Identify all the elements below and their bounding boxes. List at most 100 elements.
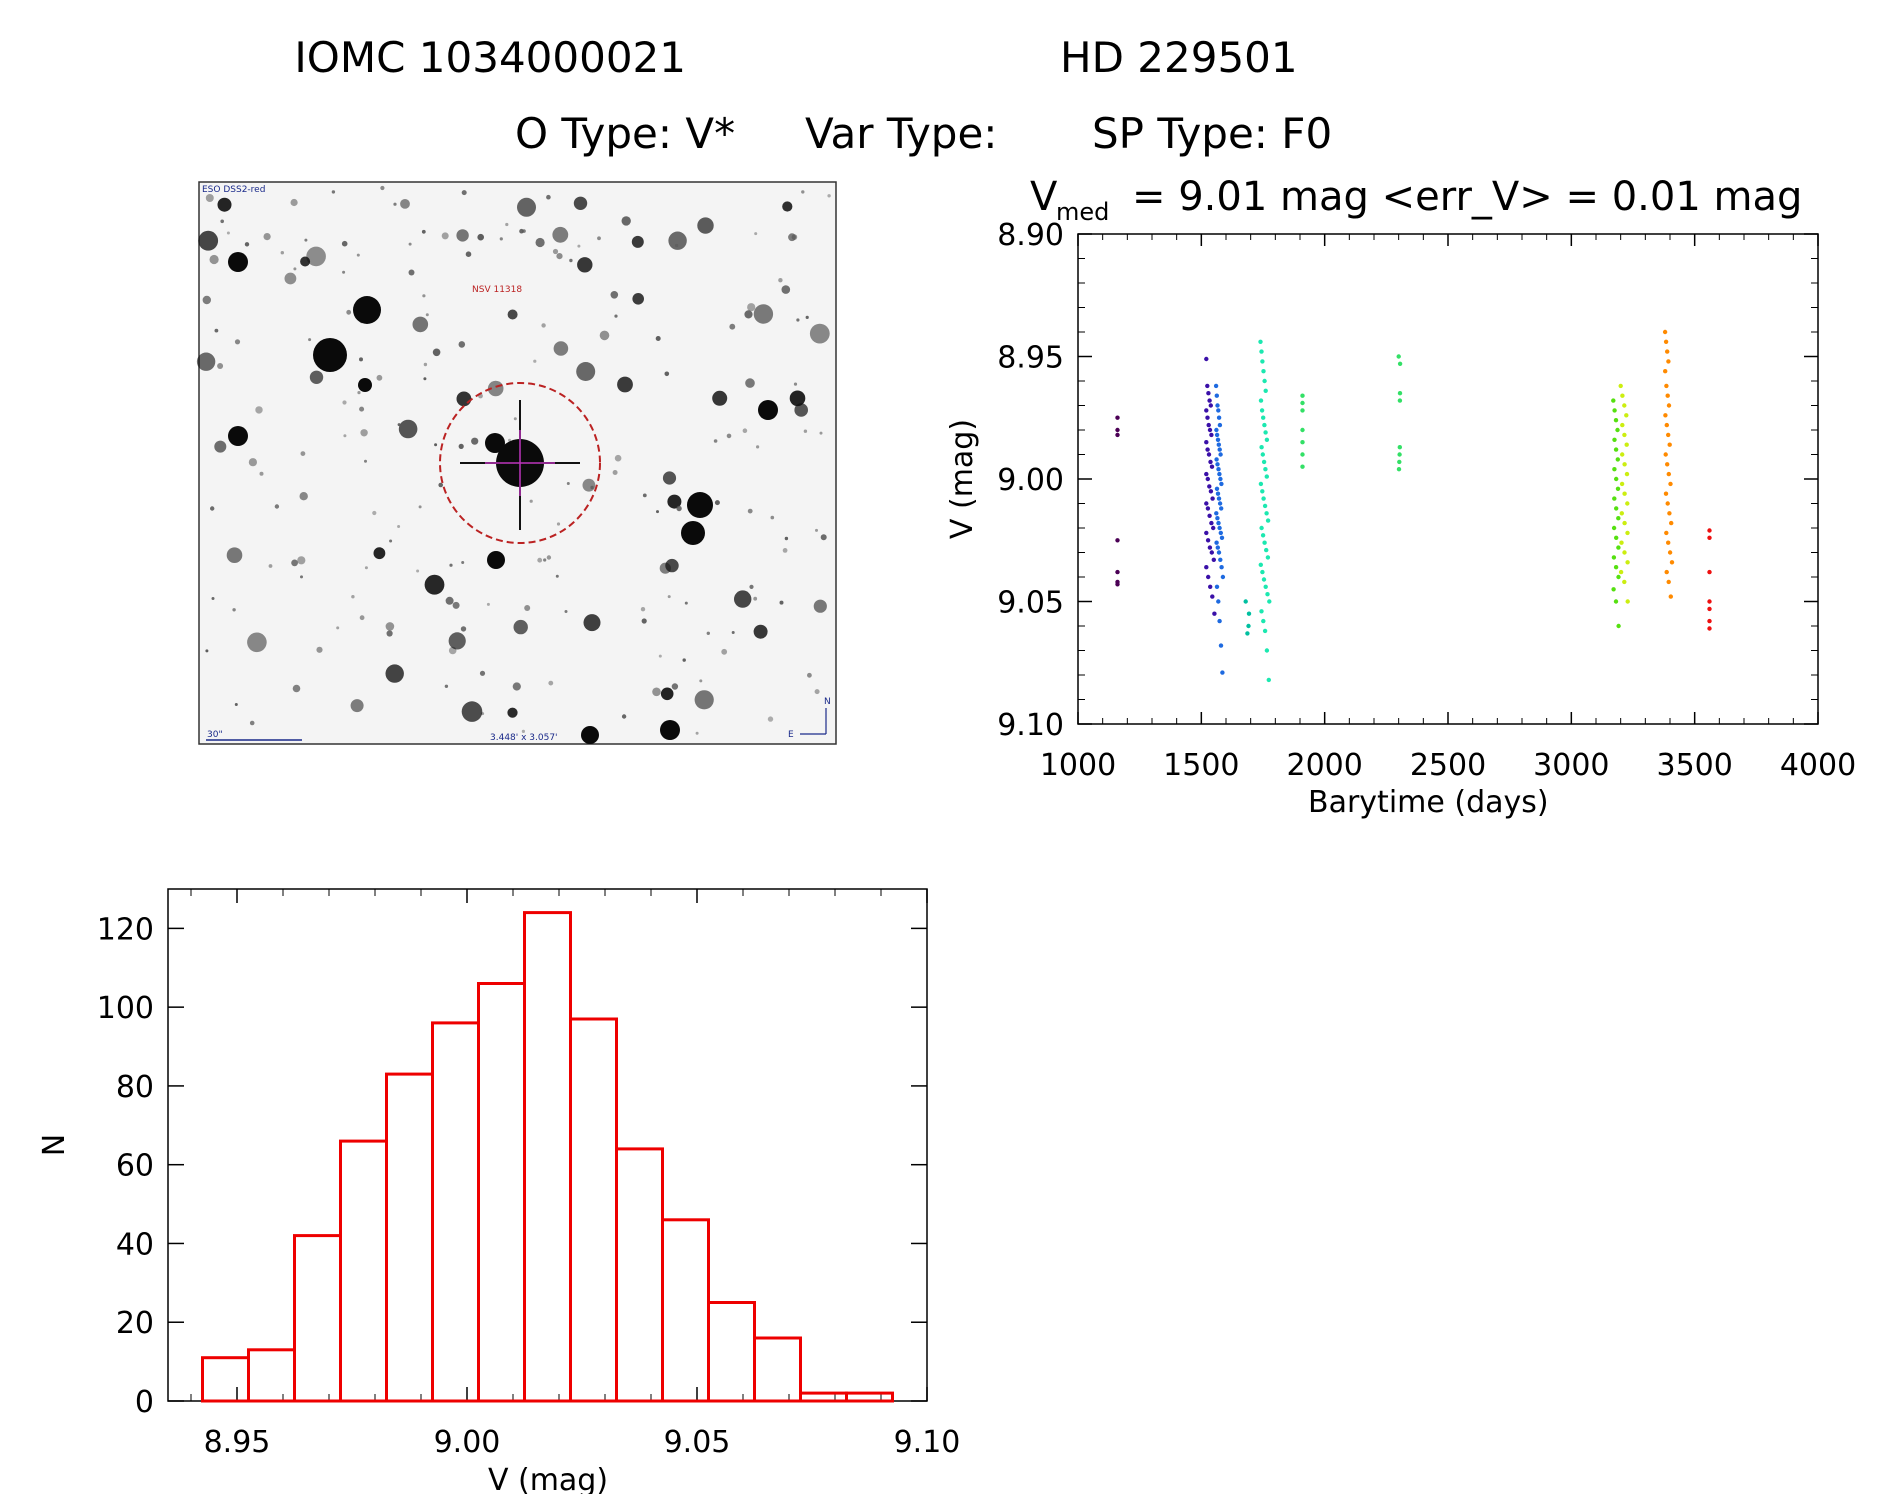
lc-point (1614, 506, 1619, 511)
finder-star (781, 285, 791, 294)
hist-bar (339, 1139, 388, 1403)
finder-star (268, 564, 273, 568)
finder-star (341, 240, 348, 247)
lc-point (1622, 432, 1627, 438)
lc-point (1622, 579, 1627, 585)
finder-star (423, 362, 428, 367)
lc-point (1300, 400, 1305, 406)
finder-star (214, 440, 227, 453)
finder-star (753, 624, 768, 639)
finder-star (742, 428, 748, 434)
finder-star (226, 547, 243, 563)
lc-point (1396, 354, 1401, 359)
lc-point (1707, 528, 1712, 533)
finder-star (342, 400, 347, 405)
finder-star (662, 471, 677, 485)
finder-star (541, 323, 546, 328)
lc-point (1263, 430, 1268, 435)
lc-point (1264, 474, 1270, 479)
finder-star (263, 233, 271, 241)
lc-xtick-label: 3000 (1533, 748, 1609, 783)
finder-star (220, 219, 224, 224)
finder-star (684, 601, 688, 605)
finder-star (416, 569, 420, 573)
finder-star (671, 683, 679, 690)
lc-point (1206, 391, 1211, 396)
lc-point (1209, 520, 1214, 526)
lc-point (1261, 577, 1267, 582)
finder-bright-star (581, 726, 599, 744)
lc-point (1219, 506, 1224, 511)
finder-star (543, 558, 547, 562)
finder-star (641, 618, 647, 624)
finder-star (217, 197, 232, 212)
lc-point (1245, 631, 1250, 636)
lc-point (1261, 618, 1266, 624)
light-curve-chart: V med = 9.01 mag <err_V> = 0.01 mag 1000… (945, 174, 1856, 820)
finder-star (336, 626, 340, 630)
finder-star (819, 431, 823, 435)
finder-star (573, 196, 588, 210)
finder-star (438, 482, 444, 488)
lc-point (1209, 432, 1214, 438)
lc-point (1211, 525, 1216, 531)
finder-star (614, 314, 618, 318)
lc-point (1205, 538, 1211, 543)
lc-point (1664, 383, 1669, 389)
finder-star (749, 584, 754, 590)
lc-point (1300, 452, 1305, 457)
hist-bar (431, 1021, 480, 1403)
finder-bright-star (681, 521, 705, 545)
lc-ytick-label: 9.05 (997, 586, 1064, 621)
hist-bars (201, 911, 894, 1403)
finder-star (444, 684, 449, 688)
lc-point (1300, 393, 1305, 398)
lc-point (1262, 628, 1268, 634)
lc-point (1259, 609, 1264, 614)
lc-point (1259, 349, 1264, 354)
lc-point (1622, 520, 1627, 526)
lc-point (1205, 476, 1211, 482)
lc-point (1668, 481, 1673, 487)
finder-star (767, 716, 774, 722)
finder-star (610, 291, 619, 299)
finder-star (460, 626, 467, 632)
title-object-type: O Type: V* (515, 109, 735, 158)
finder-bright-star (228, 252, 248, 272)
finder-star (342, 270, 346, 274)
lc-point (1259, 445, 1264, 450)
finder-star (449, 563, 453, 567)
lc-ytick-label: 9.10 (997, 708, 1064, 743)
lc-point (1664, 530, 1669, 536)
lc-point (1207, 427, 1213, 433)
finder-starfield (196, 185, 831, 744)
finder-star (397, 525, 401, 528)
lc-point (1260, 452, 1266, 457)
finder-star (753, 596, 758, 601)
finder-star (524, 605, 531, 611)
lc-point (1214, 540, 1219, 545)
lc-point (1264, 547, 1269, 553)
lc-point (1262, 422, 1267, 428)
finder-star (331, 190, 336, 194)
lc-point (1619, 511, 1625, 516)
finder-star (815, 528, 818, 532)
finder-image: ESO DSS2-red NSV 11318 30" 3.448' x 3.05… (196, 181, 837, 745)
lc-point (1261, 369, 1266, 374)
finder-star (487, 380, 504, 397)
lc-point (1211, 557, 1217, 562)
finder-star (461, 561, 465, 564)
finder-star (434, 443, 438, 447)
finder-star (731, 631, 735, 634)
finder-star (210, 506, 215, 511)
finder-star (507, 707, 518, 718)
lc-point (1204, 565, 1209, 570)
finder-star (599, 330, 610, 341)
finder-star (214, 328, 219, 333)
finder-star (699, 679, 703, 683)
lc-point (1207, 398, 1212, 403)
hist-bar (707, 1301, 756, 1403)
finder-star (556, 253, 563, 260)
hist-ytick-label: 60 (116, 1149, 154, 1184)
lc-point (1259, 408, 1265, 413)
